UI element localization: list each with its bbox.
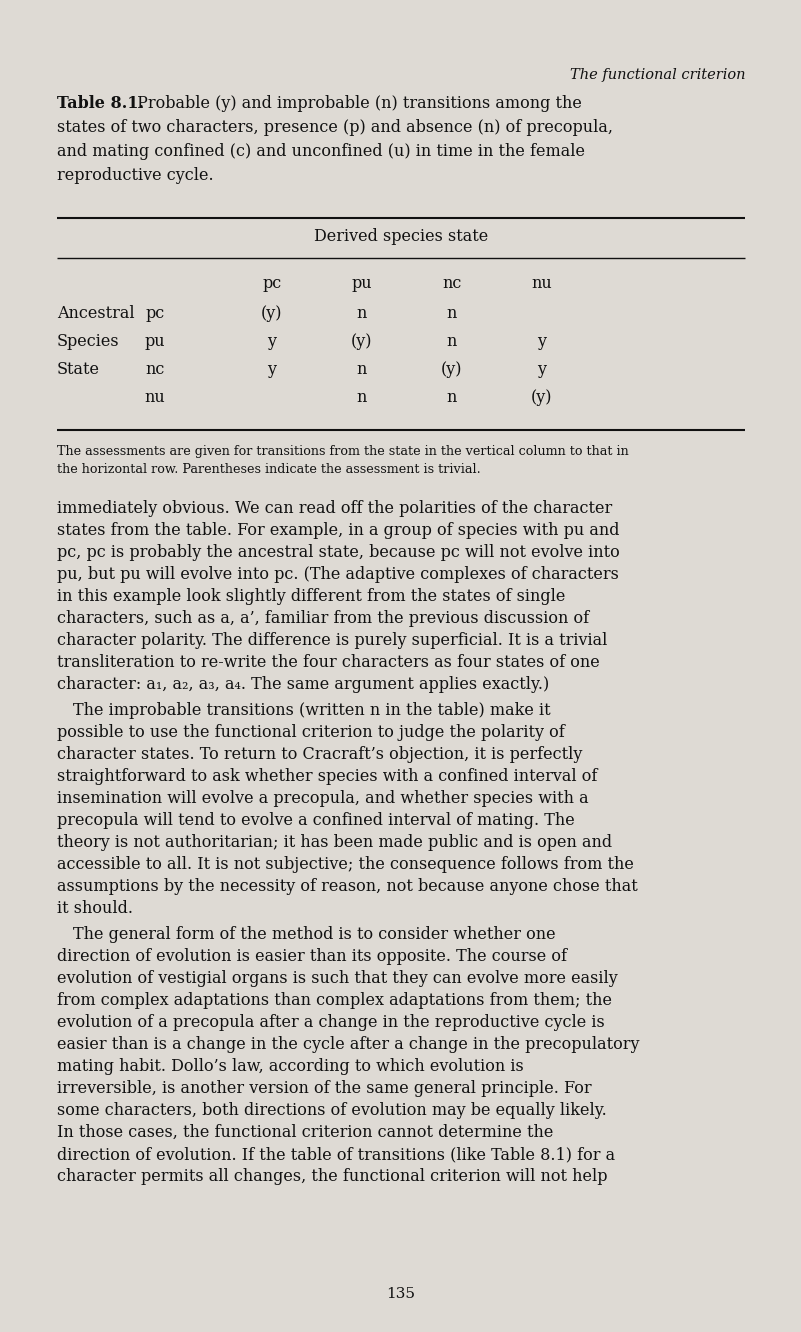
Text: transliteration to re-write the four characters as four states of one: transliteration to re-write the four cha… [57,654,600,671]
Text: characters, such as a, a’, familiar from the previous discussion of: characters, such as a, a’, familiar from… [57,610,589,627]
Text: nu: nu [145,389,165,406]
Text: Probable (y) and improbable (n) transitions among the: Probable (y) and improbable (n) transiti… [132,95,582,112]
Text: insemination will evolve a precopula, and whether species with a: insemination will evolve a precopula, an… [57,790,589,807]
Text: y: y [537,361,546,378]
Text: n: n [447,305,457,322]
Text: (y): (y) [352,333,372,350]
Text: theory is not authoritarian; it has been made public and is open and: theory is not authoritarian; it has been… [57,834,612,851]
Text: pc: pc [145,305,165,322]
Text: Table 8.1.: Table 8.1. [57,95,144,112]
Text: y: y [268,333,276,350]
Text: pc: pc [263,274,282,292]
Text: reproductive cycle.: reproductive cycle. [57,166,214,184]
Text: The general form of the method is to consider whether one: The general form of the method is to con… [57,926,556,943]
Text: y: y [537,333,546,350]
Text: from complex adaptations than complex adaptations from them; the: from complex adaptations than complex ad… [57,992,612,1010]
Text: pu, but pu will evolve into pc. (The adaptive complexes of characters: pu, but pu will evolve into pc. (The ada… [57,566,619,583]
Text: states of two characters, presence (p) and absence (n) of precopula,: states of two characters, presence (p) a… [57,119,613,136]
Text: possible to use the functional criterion to judge the polarity of: possible to use the functional criterion… [57,725,565,741]
Text: evolution of a precopula after a change in the reproductive cycle is: evolution of a precopula after a change … [57,1014,605,1031]
Text: Species: Species [57,333,119,350]
Text: easier than is a change in the cycle after a change in the precopulatory: easier than is a change in the cycle aft… [57,1036,639,1054]
Text: direction of evolution. If the table of transitions (like Table 8.1) for a: direction of evolution. If the table of … [57,1146,615,1163]
Text: In those cases, the functional criterion cannot determine the: In those cases, the functional criterion… [57,1124,553,1142]
Text: State: State [57,361,100,378]
Text: pu: pu [352,274,372,292]
Text: nc: nc [145,361,165,378]
Text: pu: pu [145,333,165,350]
Text: n: n [447,389,457,406]
Text: n: n [447,333,457,350]
Text: The functional criterion: The functional criterion [570,68,745,83]
Text: assumptions by the necessity of reason, not because anyone chose that: assumptions by the necessity of reason, … [57,878,638,895]
Text: Ancestral: Ancestral [57,305,135,322]
Text: Derived species state: Derived species state [314,228,488,245]
Text: n: n [356,305,367,322]
Text: n: n [356,361,367,378]
Text: accessible to all. It is not subjective; the consequence follows from the: accessible to all. It is not subjective;… [57,856,634,872]
Text: y: y [268,361,276,378]
Text: pc, pc is probably the ancestral state, because pc will not evolve into: pc, pc is probably the ancestral state, … [57,543,620,561]
Text: irreversible, is another version of the same general principle. For: irreversible, is another version of the … [57,1080,592,1098]
Text: precopula will tend to evolve a confined interval of mating. The: precopula will tend to evolve a confined… [57,813,575,829]
Text: the horizontal row. Parentheses indicate the assessment is trivial.: the horizontal row. Parentheses indicate… [57,464,481,476]
Text: mating habit. Dollo’s law, according to which evolution is: mating habit. Dollo’s law, according to … [57,1058,524,1075]
Text: and mating confined (c) and unconfined (u) in time in the female: and mating confined (c) and unconfined (… [57,143,585,160]
Text: (y): (y) [441,361,463,378]
Text: character permits all changes, the functional criterion will not help: character permits all changes, the funct… [57,1168,607,1185]
Text: (y): (y) [261,305,283,322]
Text: n: n [356,389,367,406]
Text: character: a₁, a₂, a₃, a₄. The same argument applies exactly.): character: a₁, a₂, a₃, a₄. The same argu… [57,677,549,693]
Text: character polarity. The difference is purely superficial. It is a trivial: character polarity. The difference is pu… [57,631,607,649]
Text: direction of evolution is easier than its opposite. The course of: direction of evolution is easier than it… [57,948,567,964]
Text: evolution of vestigial organs is such that they can evolve more easily: evolution of vestigial organs is such th… [57,970,618,987]
Text: in this example look slightly different from the states of single: in this example look slightly different … [57,587,566,605]
Text: character states. To return to Cracraft’s objection, it is perfectly: character states. To return to Cracraft’… [57,746,582,763]
Text: it should.: it should. [57,900,133,916]
Text: states from the table. For example, in a group of species with pu and: states from the table. For example, in a… [57,522,619,539]
Text: nu: nu [532,274,553,292]
Text: The improbable transitions (written n in the table) make it: The improbable transitions (written n in… [57,702,550,719]
Text: some characters, both directions of evolution may be equally likely.: some characters, both directions of evol… [57,1102,606,1119]
Text: nc: nc [442,274,461,292]
Text: immediately obvious. We can read off the polarities of the character: immediately obvious. We can read off the… [57,500,612,517]
Text: The assessments are given for transitions from the state in the vertical column : The assessments are given for transition… [57,445,629,458]
Text: 135: 135 [387,1287,416,1301]
Text: straightforward to ask whether species with a confined interval of: straightforward to ask whether species w… [57,769,598,785]
Text: (y): (y) [531,389,553,406]
